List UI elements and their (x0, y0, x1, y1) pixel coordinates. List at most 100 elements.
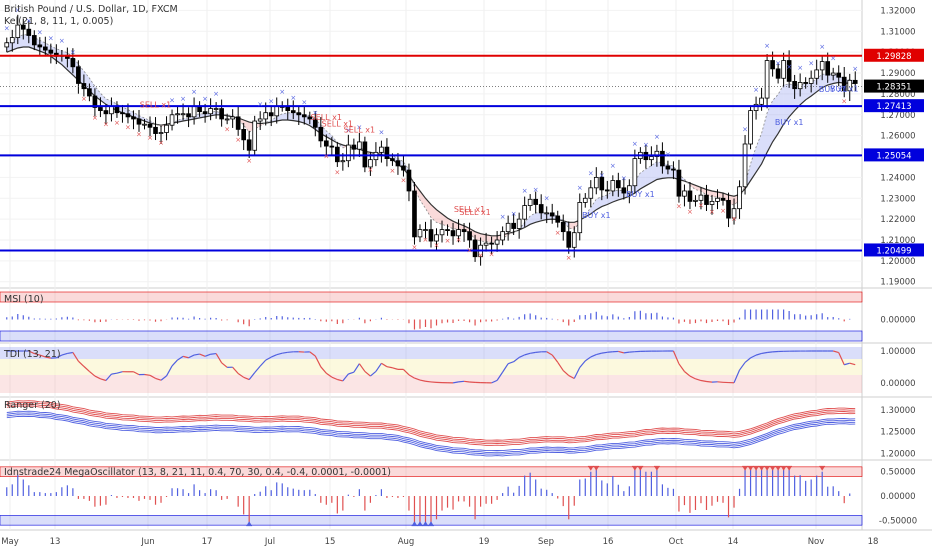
ranger-band-line (6, 412, 856, 453)
candle-body (483, 242, 489, 246)
candle-body (456, 229, 461, 237)
tdi-line-segment (215, 353, 223, 364)
level-tag-label: 1.29828 (876, 52, 911, 62)
tdi-line-segment (535, 351, 542, 353)
signal-cross: × (15, 7, 21, 15)
candle-body (434, 234, 439, 242)
candle-body (92, 95, 98, 108)
keltner-cloud-segment (464, 225, 470, 233)
tdi-line-segment (182, 355, 189, 359)
tdi-upper-zone (0, 347, 862, 359)
signal-cross: × (709, 208, 715, 216)
candle-body (230, 116, 235, 120)
sell-signal-label: SELL x1 (454, 205, 485, 214)
signal-cross: × (731, 215, 737, 223)
signal-cross: × (378, 129, 384, 137)
mega-sell-marker (819, 465, 826, 471)
tdi-line-segment (408, 374, 415, 379)
candle-body (511, 222, 516, 229)
signal-cross: × (599, 171, 605, 179)
tdi-line-segment (155, 377, 162, 381)
candle-body (836, 72, 842, 78)
tdi-line-segment (282, 351, 288, 354)
msi-label: MSI (10) (4, 294, 44, 305)
signal-cross: × (92, 114, 98, 122)
candle-body (186, 113, 191, 118)
candle-body (136, 118, 142, 125)
mega-sell-marker (775, 465, 782, 471)
last-price-tag (864, 79, 924, 93)
tdi-line-segment (133, 371, 140, 376)
tdi-line-segment (695, 378, 702, 382)
candle-body (450, 230, 456, 237)
msi-pane[interactable] (0, 291, 863, 342)
signal-cross: × (643, 141, 649, 149)
price-pane[interactable]: × × × × × × × × × × × × × × × × × × × × × × × × × × × × × × × × × × × × × × × ×… (0, 7, 862, 266)
mega-oscillator-pane[interactable] (0, 465, 863, 527)
signal-cross: × (786, 63, 792, 71)
price-y-tick: 1.20000 (880, 257, 915, 267)
tdi-line-segment (331, 376, 338, 381)
signal-cross: × (423, 236, 429, 244)
tdi-pane[interactable] (0, 347, 862, 393)
ranger-y-tick: 1.30000 (880, 406, 915, 416)
candle-body (87, 88, 92, 97)
candle-body (390, 158, 395, 162)
signal-cross: × (290, 94, 296, 102)
candle-body (164, 124, 169, 133)
signal-cross: × (125, 123, 131, 131)
level-tag (864, 148, 924, 162)
keltner-cloud-segment (480, 233, 487, 242)
candle-body (549, 212, 555, 217)
candle-body (792, 80, 797, 90)
candle-body (428, 229, 434, 242)
x-tick-label: Aug (398, 537, 415, 547)
signal-cross: × (632, 140, 638, 148)
mega-oscillator-label: Idnstrade24 MegaOscillator (13, 8, 21, 1… (4, 467, 391, 478)
ranger-pane[interactable] (6, 400, 856, 457)
buy-signal-label: BUY x1 (582, 211, 611, 220)
signal-cross: × (26, 17, 32, 25)
candle-body (472, 239, 478, 258)
ranger-y-tick: 1.20000 (880, 449, 915, 459)
signal-cross: × (797, 64, 803, 72)
tdi-lower-zone (0, 375, 862, 393)
signal-cross: × (367, 166, 373, 174)
signal-cross: × (830, 55, 836, 63)
signal-cross: × (81, 95, 87, 103)
tdi-line-segment (265, 356, 272, 361)
signal-cross: × (467, 247, 473, 255)
candle-body (830, 72, 836, 76)
ranger-band-line (6, 403, 856, 445)
signal-cross: × (301, 98, 307, 106)
signal-cross: × (158, 139, 164, 147)
signal-cross: × (720, 207, 726, 215)
buy-signal-label: BUY x1 (775, 118, 804, 127)
mega-y-tick: 0.00000 (880, 492, 915, 502)
candle-body (566, 231, 572, 248)
tdi-line-segment (551, 354, 559, 363)
candle-body (693, 199, 698, 202)
candle-body (704, 194, 709, 205)
candle-body (577, 202, 583, 234)
candle-body (274, 106, 280, 117)
signal-cross: × (555, 229, 561, 237)
candle-body (296, 112, 302, 116)
tdi-line-segment (623, 351, 630, 354)
candle-body (808, 77, 814, 84)
candle-body (224, 118, 230, 121)
signal-cross: × (389, 167, 395, 175)
candle-body (48, 49, 54, 54)
signal-cross: × (401, 177, 407, 185)
tdi-line-segment (270, 354, 277, 358)
price-y-tick: 1.29000 (880, 69, 915, 79)
keltner-cloud-segment (475, 231, 481, 242)
tdi-line-segment (739, 362, 746, 371)
tdi-line-segment (177, 355, 184, 361)
signal-cross: × (48, 35, 54, 43)
signal-cross: × (742, 125, 748, 133)
signal-cross: × (103, 120, 109, 128)
candle-body (268, 112, 274, 117)
signal-cross: × (136, 131, 142, 139)
